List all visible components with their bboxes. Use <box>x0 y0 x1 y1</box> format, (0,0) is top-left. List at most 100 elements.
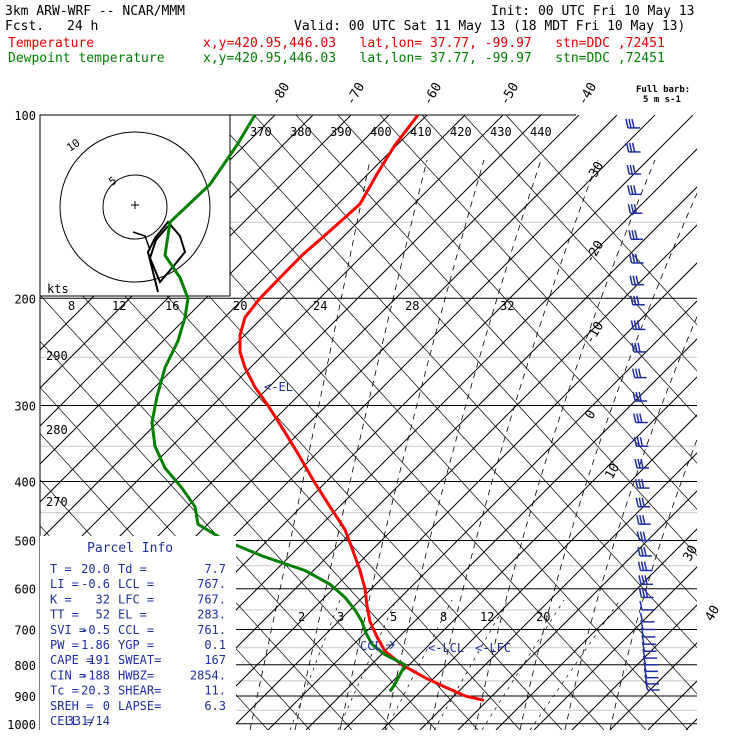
wind-barb <box>627 204 643 214</box>
isotherm-line <box>40 115 466 541</box>
isotherm-tick-label: 0 <box>582 408 599 422</box>
dry-adiabat-line <box>295 115 697 556</box>
mixing-ratio-label: 32 <box>500 299 514 313</box>
parcel-info-cell: 0 <box>103 699 110 713</box>
isotherm-line <box>495 528 697 730</box>
wind-barb <box>639 612 655 623</box>
wind-barb <box>625 118 640 129</box>
wind-barb <box>630 295 645 306</box>
mixing-ratio-label: 12 <box>480 610 494 624</box>
parcel-info-cell: SWEAT= <box>118 653 161 667</box>
mixing-ratio-label: 20 <box>233 299 247 313</box>
theta-e-label: 410 <box>410 125 432 139</box>
parcel-info-cell: 0.1 <box>204 638 226 652</box>
parcel-info-cell: Tc = <box>50 684 79 698</box>
wind-barb <box>625 142 641 153</box>
mixing-ratio-label: 5 <box>390 610 397 624</box>
model-title: 3km ARW-WRF -- NCAR/MMM <box>5 4 186 19</box>
dry-adiabat-line <box>253 115 697 603</box>
mixing-ratio-label: 20 <box>536 610 550 624</box>
wind-barb <box>638 588 654 599</box>
parcel-info-cell: 761. <box>197 623 226 637</box>
dry-adiabat-line <box>211 115 697 649</box>
wind-barb <box>633 413 648 424</box>
wind-barb <box>626 164 642 175</box>
isotherm-line <box>457 490 697 730</box>
wind-barb <box>632 391 648 402</box>
parcel-info-cell: 283. <box>197 608 226 622</box>
parcel-info-cell: 1.86 <box>81 638 110 652</box>
isotherm-line <box>40 115 504 579</box>
theta-label: 290 <box>46 349 68 363</box>
wind-barb <box>630 320 646 331</box>
isotherm-line <box>153 186 697 730</box>
theta-e-label: 390 <box>330 125 352 139</box>
parcel-info-cell: SHEAR= <box>118 684 161 698</box>
wind-barb <box>640 627 656 638</box>
dry-adiabat-line <box>40 294 437 730</box>
isotherm-line <box>40 115 390 465</box>
parcel-info-cell: 331/14 <box>67 714 110 728</box>
dewpoint-legend: Dewpoint temperature <box>8 51 165 66</box>
pressure-tick-label: 100 <box>14 109 36 123</box>
wind-barb <box>643 662 658 673</box>
isotherm-line <box>40 115 542 617</box>
hodograph: 5 10 kts <box>39 114 231 297</box>
barb-legend-title: Full barb: <box>636 85 690 95</box>
parcel-info-cell: SVI = <box>50 623 86 637</box>
isotherm-line <box>343 376 697 730</box>
isotherm-line <box>305 338 697 730</box>
moist-adiabat-line <box>384 159 542 730</box>
moist-adiabat-line <box>249 159 371 730</box>
wind-barb <box>640 620 655 631</box>
el-marker: <-EL <box>264 380 293 394</box>
isotherm-line <box>267 300 697 730</box>
isotherm-tick-label: 10 <box>602 461 623 482</box>
parcel-info-cell: CELL = <box>50 714 93 728</box>
wind-barb <box>637 561 653 572</box>
wind-barb <box>641 635 656 645</box>
wind-barb <box>628 230 643 241</box>
parcel-info-cell: -0.5 <box>81 623 110 637</box>
isotherm-line <box>381 414 697 730</box>
wind-barb <box>634 478 650 489</box>
mixing-ratio-label: 3 <box>337 610 344 624</box>
hodograph-ring-label: 10 <box>64 136 82 154</box>
isotherm-tick-label: 30 <box>680 543 701 564</box>
parcel-info-cell: Td = <box>118 562 147 576</box>
pressure-tick-label: 800 <box>14 659 36 673</box>
hodograph-ring-inner <box>102 174 168 240</box>
wind-barb <box>635 497 651 508</box>
dry-adiabat-line <box>337 115 697 510</box>
wind-barb <box>641 642 657 652</box>
parcel-info-cell: 767. <box>197 577 226 591</box>
wind-barb <box>643 668 659 679</box>
parcel-info-cell: EL = <box>118 608 147 622</box>
parcel-info-cell: LI = <box>50 577 79 591</box>
temperature-location: x,y=420.95,446.03 lat,lon= 37.77, -99.97… <box>203 36 665 51</box>
wind-barb <box>629 275 645 286</box>
wind-barb <box>642 648 657 659</box>
dry-adiabat-line <box>169 115 697 695</box>
parcel-info-cell: 20.0 <box>81 562 110 576</box>
parcel-info-cell: 11. <box>204 684 226 698</box>
parcel-info-cell: 2854. <box>190 668 226 682</box>
parcel-info-cell: TT = <box>50 608 79 622</box>
isotherm-line <box>40 115 428 503</box>
isotherm-line <box>40 115 352 427</box>
wind-barb <box>644 674 659 685</box>
mixing-ratio-label: 8 <box>68 299 75 313</box>
parcel-info-cell: CCL = <box>118 623 154 637</box>
isotherm-line <box>571 604 697 730</box>
parcel-info-panel: Parcel Info T = 20.0 Td = 7.7 LI = -0.6 LCL = 7… <box>40 536 236 730</box>
pressure-tick-label: 300 <box>14 399 36 413</box>
dry-adiabat-line <box>421 115 697 418</box>
moist-adiabat-line <box>429 159 599 730</box>
dry-adiabat-line <box>379 115 697 464</box>
wind-barb <box>631 342 646 353</box>
mixing-ratio-line <box>433 599 509 730</box>
pressure-tick-label: 1000 <box>7 718 36 732</box>
parcel-info-cell: SREH = <box>50 699 93 713</box>
dewpoint-location: x,y=420.95,446.03 lat,lon= 37.77, -99.97… <box>203 51 665 66</box>
hodograph-center-marker <box>131 201 139 209</box>
